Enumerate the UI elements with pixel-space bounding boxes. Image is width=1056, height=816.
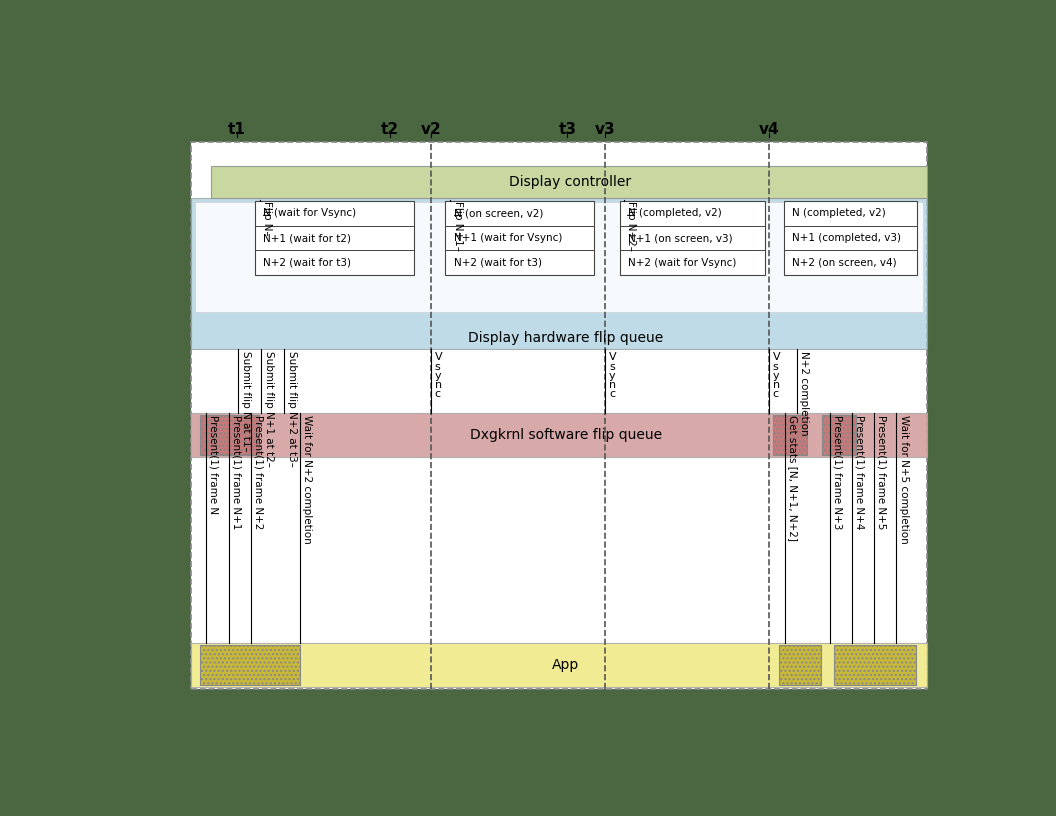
Text: N (on screen, v2): N (on screen, v2) bbox=[454, 208, 543, 219]
Text: V
s
y
n
c: V s y n c bbox=[609, 353, 617, 399]
Text: Present(1) frame N: Present(1) frame N bbox=[208, 415, 219, 514]
Bar bbox=[620, 201, 766, 275]
Text: Flip N–: Flip N– bbox=[262, 201, 272, 236]
Bar bbox=[822, 415, 856, 455]
Bar bbox=[778, 645, 822, 685]
Text: N (completed, v2): N (completed, v2) bbox=[792, 208, 886, 219]
Text: v2: v2 bbox=[420, 122, 441, 137]
Text: Get stats [N, N+1, N+2]: Get stats [N, N+1, N+2] bbox=[788, 415, 797, 541]
Text: v3: v3 bbox=[595, 122, 616, 137]
Text: t3: t3 bbox=[559, 122, 577, 137]
Text: App: App bbox=[552, 658, 580, 672]
Bar bbox=[446, 201, 595, 275]
Bar bbox=[200, 645, 300, 685]
Bar bbox=[785, 201, 917, 275]
Text: N+1 (wait for t2): N+1 (wait for t2) bbox=[263, 233, 351, 243]
Text: Present(1) frame N+1: Present(1) frame N+1 bbox=[231, 415, 241, 530]
Text: Present(1) frame N+3: Present(1) frame N+3 bbox=[832, 415, 843, 530]
Bar bbox=[191, 198, 927, 349]
Text: Display hardware flip queue: Display hardware flip queue bbox=[468, 331, 663, 345]
Text: N (wait for Vsync): N (wait for Vsync) bbox=[263, 208, 356, 219]
Text: N+2 (on screen, v4): N+2 (on screen, v4) bbox=[792, 258, 898, 268]
Text: N+2 (wait for Vsync): N+2 (wait for Vsync) bbox=[628, 258, 736, 268]
Text: Present(1) frame N+5: Present(1) frame N+5 bbox=[876, 415, 887, 530]
Text: Submit flip N+1 at t2–: Submit flip N+1 at t2– bbox=[264, 351, 274, 467]
Text: N+1 (completed, v3): N+1 (completed, v3) bbox=[792, 233, 902, 243]
Text: Submit flip N+2 at t3–: Submit flip N+2 at t3– bbox=[286, 351, 297, 467]
Text: N+2 completion: N+2 completion bbox=[799, 351, 809, 436]
Text: Display controller: Display controller bbox=[509, 175, 630, 189]
Text: N+1 (on screen, v3): N+1 (on screen, v3) bbox=[628, 233, 733, 243]
Bar bbox=[773, 415, 807, 455]
Text: Submit flip N at t1–: Submit flip N at t1– bbox=[241, 351, 251, 452]
Bar bbox=[834, 645, 916, 685]
Text: Present(1) frame N+4: Present(1) frame N+4 bbox=[854, 415, 865, 530]
Text: t2: t2 bbox=[381, 122, 399, 137]
Bar bbox=[211, 166, 927, 198]
Text: Flip N+1–: Flip N+1– bbox=[453, 201, 463, 251]
Bar bbox=[191, 142, 927, 689]
Text: t1: t1 bbox=[228, 122, 246, 137]
Text: v4: v4 bbox=[758, 122, 779, 137]
Text: Flip N+2–: Flip N+2– bbox=[626, 201, 637, 251]
Text: Wait for N+2 completion: Wait for N+2 completion bbox=[302, 415, 313, 544]
Bar bbox=[191, 643, 927, 686]
Bar bbox=[254, 201, 414, 275]
Text: Present(1) frame N+2: Present(1) frame N+2 bbox=[253, 415, 264, 530]
Text: N+1 (wait for Vsync): N+1 (wait for Vsync) bbox=[454, 233, 562, 243]
Bar bbox=[191, 414, 927, 457]
Text: N+2 (wait for t3): N+2 (wait for t3) bbox=[454, 258, 542, 268]
Text: Wait for N+5 completion: Wait for N+5 completion bbox=[899, 415, 909, 544]
Bar bbox=[195, 202, 923, 312]
Text: V
s
y
n
c: V s y n c bbox=[773, 353, 780, 399]
Text: N+2 (wait for t3): N+2 (wait for t3) bbox=[263, 258, 351, 268]
Text: Dxgkrnl software flip queue: Dxgkrnl software flip queue bbox=[470, 428, 662, 442]
Bar bbox=[200, 415, 259, 455]
Text: N (completed, v2): N (completed, v2) bbox=[628, 208, 721, 219]
Text: V
s
y
n
c: V s y n c bbox=[435, 353, 442, 399]
